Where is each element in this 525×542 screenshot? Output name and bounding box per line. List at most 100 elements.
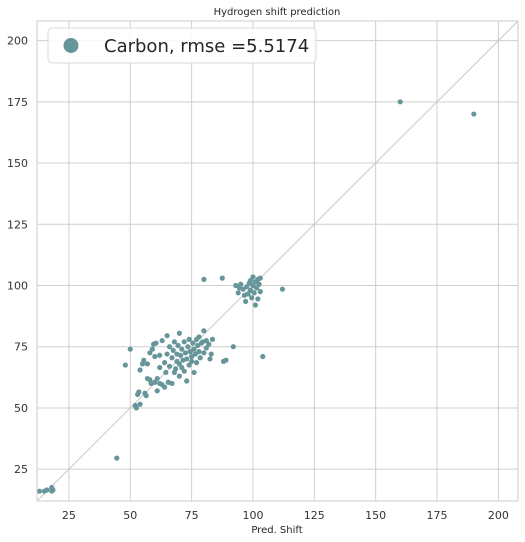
x-tick-labels: 25 50 75 100 125 150 175 200 bbox=[62, 509, 509, 522]
x-tick-label: 200 bbox=[488, 509, 509, 522]
data-point bbox=[260, 353, 266, 360]
data-point bbox=[250, 274, 256, 280]
data-point bbox=[185, 344, 191, 350]
data-point bbox=[175, 342, 181, 349]
data-point bbox=[173, 366, 179, 372]
data-point bbox=[254, 285, 260, 291]
data-point bbox=[133, 405, 139, 411]
data-point bbox=[242, 298, 249, 305]
data-point bbox=[201, 328, 207, 334]
data-point bbox=[182, 350, 189, 356]
data-point bbox=[153, 340, 159, 346]
data-point bbox=[164, 351, 170, 357]
data-point bbox=[397, 99, 403, 105]
data-point bbox=[471, 111, 477, 117]
data-point bbox=[206, 341, 212, 347]
grid bbox=[37, 21, 518, 501]
data-point bbox=[219, 275, 225, 281]
data-point bbox=[162, 360, 168, 366]
x-tick-label: 125 bbox=[304, 509, 325, 522]
data-point bbox=[136, 389, 142, 395]
data-point bbox=[209, 336, 216, 342]
y-tick-labels: 25 50 75 100 125 150 175 200 bbox=[7, 35, 28, 477]
data-point bbox=[137, 367, 143, 373]
data-point bbox=[50, 487, 56, 493]
data-point bbox=[149, 346, 155, 352]
data-point bbox=[179, 346, 185, 352]
data-point bbox=[250, 282, 256, 289]
y-tick-label: 150 bbox=[7, 157, 28, 170]
data-point bbox=[143, 393, 149, 399]
data-point bbox=[171, 339, 178, 345]
data-point bbox=[144, 361, 151, 367]
data-point bbox=[176, 373, 182, 379]
data-point bbox=[181, 368, 187, 374]
data-point bbox=[166, 344, 173, 350]
data-point bbox=[181, 339, 187, 345]
data-point bbox=[186, 362, 192, 368]
reference-line bbox=[36, 20, 519, 502]
data-point bbox=[159, 337, 165, 344]
data-point bbox=[208, 351, 214, 357]
data-point bbox=[247, 287, 254, 293]
data-point bbox=[141, 357, 147, 363]
data-point bbox=[164, 333, 170, 339]
y-tick-label: 50 bbox=[14, 402, 28, 415]
data-point bbox=[157, 352, 163, 358]
y-tick-label: 75 bbox=[14, 341, 28, 354]
data-point bbox=[255, 296, 261, 302]
data-point bbox=[170, 347, 176, 353]
x-tick-label: 100 bbox=[242, 509, 263, 522]
y-tick-label: 100 bbox=[7, 279, 28, 292]
data-point bbox=[190, 340, 196, 346]
data-point bbox=[257, 275, 263, 281]
data-point bbox=[223, 357, 229, 363]
data-point bbox=[122, 362, 128, 368]
data-point bbox=[249, 295, 255, 301]
data-point bbox=[201, 350, 207, 356]
x-tick-label: 150 bbox=[365, 509, 386, 522]
data-point bbox=[235, 290, 241, 296]
data-point bbox=[279, 286, 286, 292]
plot-frame bbox=[36, 20, 519, 502]
data-point bbox=[177, 352, 184, 358]
data-point bbox=[154, 375, 160, 382]
data-point bbox=[256, 281, 262, 287]
data-point bbox=[187, 349, 193, 355]
y-tick-label: 175 bbox=[7, 96, 28, 109]
chart-title: Hydrogen shift prediction bbox=[214, 7, 341, 18]
data-point bbox=[163, 369, 169, 376]
data-point bbox=[195, 342, 201, 349]
data-point bbox=[44, 487, 50, 493]
data-point bbox=[252, 302, 259, 308]
data-point bbox=[197, 355, 203, 361]
data-point bbox=[179, 364, 185, 371]
x-tick-label: 175 bbox=[427, 509, 448, 522]
data-point bbox=[186, 336, 192, 342]
data-point bbox=[152, 353, 158, 360]
data-point bbox=[251, 290, 257, 296]
y-tick-label: 25 bbox=[14, 463, 28, 476]
x-tick-label: 50 bbox=[123, 509, 137, 522]
y-tick-label: 200 bbox=[7, 35, 28, 48]
data-point bbox=[247, 277, 254, 284]
y-tick-label: 125 bbox=[7, 218, 28, 231]
data-point bbox=[191, 369, 197, 376]
data-point bbox=[244, 284, 250, 290]
data-point bbox=[192, 351, 198, 357]
data-point bbox=[203, 337, 209, 344]
data-point bbox=[127, 346, 133, 352]
data-point bbox=[203, 345, 209, 351]
data-point bbox=[162, 384, 168, 390]
data-point bbox=[233, 282, 239, 289]
data-point bbox=[240, 286, 246, 292]
data-point bbox=[137, 401, 143, 407]
data-point bbox=[189, 353, 195, 360]
legend: Carbon, rmse =5.5174 bbox=[47, 27, 317, 64]
data-point bbox=[196, 349, 202, 355]
data-point bbox=[169, 355, 175, 361]
data-point bbox=[154, 388, 160, 394]
data-point bbox=[176, 361, 182, 367]
data-point bbox=[245, 291, 251, 297]
x-tick-label: 25 bbox=[62, 509, 76, 522]
